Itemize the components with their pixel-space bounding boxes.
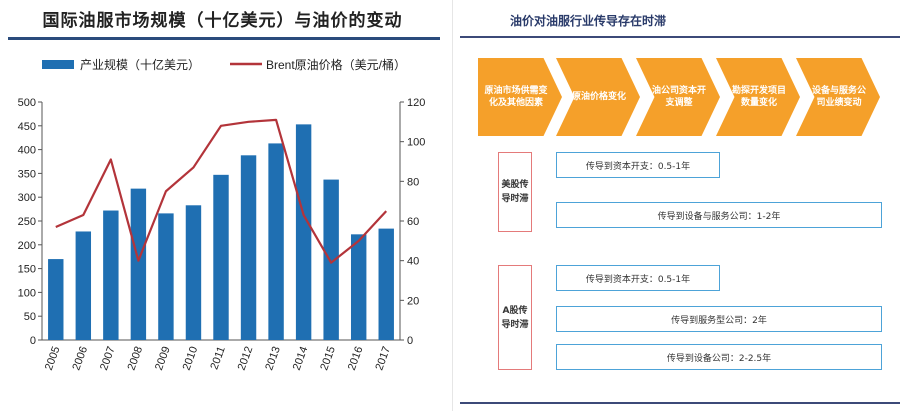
x-tick-label: 2016 (346, 345, 366, 372)
chevron-step: 原油市场供需变化及其他因素 (478, 58, 562, 136)
left-tick-label: 250 (18, 216, 36, 228)
x-tick-label: 2006 (70, 345, 90, 372)
legend-bar-label: 产业规模（十亿美元） (80, 57, 200, 72)
chart-legend: 产业规模（十亿美元） Brent原油价格（美元/桶） (42, 57, 406, 72)
x-tick-label: 2011 (208, 345, 227, 371)
x-tick-label: 2014 (291, 345, 311, 372)
right-tick-label: 120 (407, 97, 425, 109)
lag-bar-box: 传导到设备与服务公司：1-2年 (556, 202, 882, 228)
right-tick-label: 80 (407, 176, 419, 188)
chevron-step-label: 原油市场供需变化及其他因素 (484, 86, 548, 108)
x-tick-label: 2005 (43, 345, 63, 372)
chevron-step-label: 勘探开发项目数量变化 (732, 86, 787, 108)
x-tick-label: 2015 (318, 345, 338, 372)
bar (268, 143, 284, 340)
oil-service-chart: 产业规模（十亿美元） Brent原油价格（美元/桶） 05010015020025… (18, 57, 426, 372)
us-lag-label: 美股传导时滞 (498, 152, 532, 232)
left-tick-label: 300 (18, 192, 36, 204)
chevron-step-label: 设备与服务公司业绩变动 (812, 86, 867, 108)
left-tick-label: 150 (18, 264, 36, 276)
right-diagram-panel: 油价对油服行业传导存在时滞 原油市场供需变化及其他因素 原油价格变化 油公司资本… (460, 0, 907, 411)
bar (75, 231, 92, 340)
right-tick-label: 100 (407, 137, 425, 149)
left-tick-label: 500 (18, 97, 36, 109)
chart-axes: 0 50 100 150 200 250 300 350 400 450 500 0 20 40 60 80 1… (18, 97, 426, 372)
chevron-step-label: 原油价格变化 (572, 92, 627, 102)
chevron-step-label: 油公司资本开支调整 (652, 86, 707, 108)
left-tick-label: 400 (18, 145, 36, 157)
diagram-title-rule (460, 36, 900, 38)
left-tick-label: 0 (30, 335, 36, 347)
lag-bar-box: 传导到服务型公司：2年 (556, 306, 882, 332)
x-tick-label: 2009 (153, 345, 173, 372)
x-tick-label: 2008 (126, 345, 146, 372)
x-tick-label: 2012 (236, 345, 256, 372)
bar (103, 210, 119, 340)
legend-bar-swatch (42, 60, 74, 69)
lag-bar-box: 传导到资本开支：0.5-1年 (556, 265, 720, 291)
x-tick-label: 2017 (373, 345, 393, 372)
bar (130, 188, 147, 340)
right-tick-label: 60 (407, 216, 419, 228)
lag-bar-box: 传导到资本开支：0.5-1年 (556, 152, 720, 178)
chart-title: 国际油服市场规模（十亿美元）与油价的变动 (42, 11, 403, 31)
bar (240, 155, 257, 340)
bar-series (48, 124, 394, 340)
right-tick-label: 0 (407, 335, 413, 347)
right-tick-label: 20 (407, 295, 419, 307)
x-tick-label: 2007 (98, 345, 118, 372)
a-share-lag-label: A股传导时滞 (498, 265, 532, 370)
bar (48, 259, 64, 340)
chevron-step: 原油价格变化 (556, 58, 640, 136)
line-series (55, 118, 388, 264)
left-tick-label: 350 (18, 168, 36, 180)
left-tick-label: 50 (24, 311, 36, 323)
bar (158, 213, 174, 340)
lag-bar-box: 传导到设备公司：2-2.5年 (556, 344, 882, 370)
chevron-step: 设备与服务公司业绩变动 (796, 58, 880, 136)
diagram-title: 油价对油服行业传导存在时滞 (510, 14, 667, 28)
left-chart-panel: 国际油服市场规模（十亿美元）与油价的变动 产业规模（十亿美元） Brent原油价格… (0, 0, 445, 411)
bar (185, 205, 202, 340)
bar (295, 124, 312, 340)
left-tick-label: 200 (18, 240, 36, 252)
chevron-step: 油公司资本开支调整 (636, 58, 720, 136)
x-tick-label: 2010 (181, 345, 201, 372)
legend-line-label: Brent原油价格（美元/桶） (266, 57, 406, 72)
diagram-bottom-rule (460, 402, 900, 404)
title-underline (8, 37, 440, 40)
panel-divider (452, 0, 453, 411)
bar (378, 228, 394, 340)
bar (323, 179, 339, 340)
left-tick-label: 450 (18, 121, 36, 133)
chevron-step: 勘探开发项目数量变化 (716, 58, 800, 136)
bar (350, 234, 367, 340)
x-tick-label: 2013 (263, 345, 283, 372)
bar (213, 174, 229, 340)
left-tick-label: 100 (18, 287, 36, 299)
right-tick-label: 40 (407, 256, 419, 268)
